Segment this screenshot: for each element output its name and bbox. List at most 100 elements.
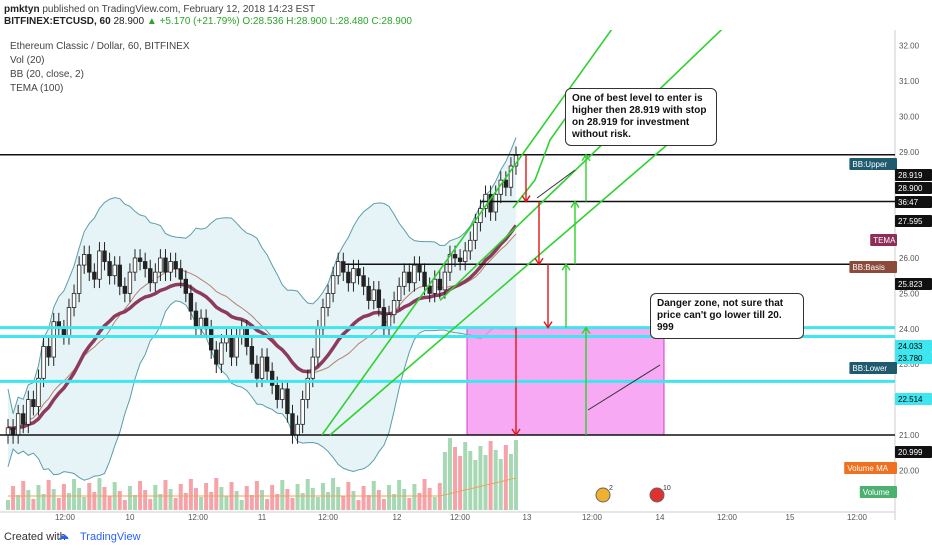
author-name[interactable]: pmktyn (4, 4, 40, 15)
candle-body (437, 278, 442, 291)
legend-title: Ethereum Classic / Dollar, 60, BITFINEX (10, 41, 190, 52)
candle-body (264, 356, 270, 372)
volume-bar (77, 488, 82, 510)
trend-line (321, 30, 613, 436)
price-label-text: 22.514 (898, 395, 923, 404)
volume-bar (295, 484, 300, 510)
green-arrow-head (581, 153, 591, 162)
price-label-text: 28.919 (898, 171, 923, 180)
volume-bar (366, 495, 371, 510)
volume-bar (407, 498, 412, 510)
price-label-box (849, 261, 897, 273)
volume-bar (163, 480, 168, 510)
candle-body (417, 264, 422, 273)
candle-body (473, 222, 478, 241)
volume-bar (442, 452, 447, 510)
volume-bar (310, 488, 315, 510)
candle-body (305, 377, 310, 400)
legend-bb[interactable]: BB (20, close, 2) (10, 69, 84, 80)
candle-body (168, 261, 173, 273)
x-tick-label: 12:00 (188, 513, 209, 520)
price-label-box (849, 362, 897, 374)
candle-body (36, 377, 41, 408)
volume-bar (412, 484, 417, 510)
tradingview-cloud-icon: ☁ (58, 530, 69, 542)
volume-bar (493, 450, 498, 510)
volume-bar (498, 459, 503, 510)
event-icon (595, 487, 611, 503)
candle-body (148, 268, 153, 284)
volume-bar (97, 478, 102, 510)
candle-body (178, 268, 183, 280)
candle-body (371, 289, 376, 301)
volume-bar (173, 498, 178, 510)
price-label-box (844, 462, 897, 474)
candle-body (422, 271, 427, 287)
x-tick-label: 10 (126, 513, 135, 520)
volume-bar (280, 480, 285, 510)
price-label-text: 23.780 (898, 354, 923, 363)
candle-body (259, 356, 265, 379)
price-chart[interactable]: 20.0021.0022.0023.0024.0025.0026.0027.00… (0, 30, 932, 520)
volume-bar (265, 499, 270, 510)
green-arrow-head (561, 263, 571, 271)
volume-bar (473, 460, 478, 510)
candle-body (76, 264, 82, 294)
price-label-text: 28.900 (898, 184, 923, 193)
x-tick-label: 12:00 (717, 513, 738, 520)
volume-bar (376, 490, 381, 510)
price-label-box (895, 215, 932, 227)
price-axis (895, 30, 932, 520)
price-label-box (895, 169, 932, 181)
price-label-box (895, 352, 932, 364)
volume-bar (46, 480, 51, 510)
candle-body (381, 307, 387, 330)
volume-bar (72, 479, 77, 510)
price-label-text: 25.823 (898, 280, 923, 289)
candle-body (452, 254, 458, 259)
volume-bar (402, 489, 407, 510)
volume-bar (117, 491, 122, 510)
volume-bar (305, 479, 310, 510)
candle-body (366, 285, 371, 301)
price-change: ▲ +5.170 (+21.79%) (146, 16, 240, 27)
volume-bar (336, 487, 341, 510)
candle-body (396, 285, 402, 301)
candle-body (71, 292, 77, 308)
candle-body (153, 271, 158, 284)
candle-body (468, 239, 473, 252)
candle-body (341, 261, 346, 273)
y-tick-label: 25.00 (899, 289, 920, 298)
candle-body (508, 165, 514, 188)
publish-text: published on TradingView.com, February 1… (42, 4, 316, 15)
volume-bar (244, 486, 249, 510)
y-tick-label: 30.00 (899, 112, 920, 121)
red-arrow-head (543, 321, 553, 329)
candle-body (10, 427, 16, 436)
volume-bar (488, 441, 493, 510)
footer: Created with ☁ TradingView (0, 524, 932, 550)
candle-body (300, 399, 305, 425)
symbol-name: BITFINEX:ETCUSD, 60 (4, 16, 111, 27)
volume-bar (239, 500, 244, 510)
price-label-text: BB:Upper (852, 160, 887, 169)
x-tick-label: 14 (656, 513, 665, 520)
volume-bar (193, 488, 198, 510)
volume-bar (66, 493, 71, 510)
chart-area[interactable]: 20.0021.0022.0023.0024.0025.0026.0027.00… (0, 30, 932, 520)
x-tick-label: 12:00 (55, 513, 76, 520)
candle-body (351, 268, 356, 284)
candle-body (407, 271, 412, 284)
candle-body (493, 193, 498, 213)
candle-body (503, 179, 509, 188)
candle-body (173, 261, 178, 270)
candle-body (275, 384, 280, 400)
y-tick-label: 32.00 (899, 42, 920, 51)
volume-bar (341, 496, 346, 510)
price-label-text: BB:Lower (852, 364, 887, 373)
candle-body (66, 307, 72, 337)
volume-bar (133, 495, 137, 510)
candle-body (163, 257, 168, 273)
legend-vol[interactable]: Vol (20) (10, 55, 45, 66)
legend-tema[interactable]: TEMA (100) (10, 83, 64, 94)
